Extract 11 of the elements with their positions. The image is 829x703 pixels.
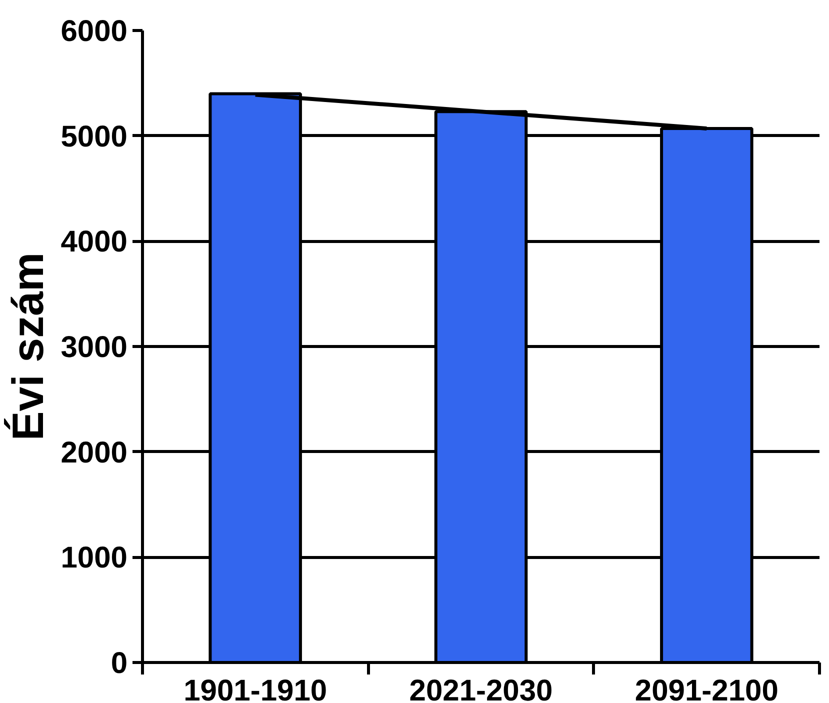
x-tick-label: 1901-1910: [184, 674, 328, 703]
y-tick-label: 2000: [60, 436, 128, 470]
y-tick-label: 4000: [60, 226, 128, 259]
y-axis-title: Évi szám: [4, 252, 53, 441]
y-tick-label: 1000: [60, 542, 128, 575]
y-tick-label: 5000: [60, 120, 128, 154]
x-tick-label: 2021-2030: [409, 674, 553, 703]
y-tick-label: 0: [110, 647, 128, 680]
x-tick-label: 2091-2100: [634, 674, 778, 703]
y-tick-label: 6000: [60, 15, 128, 48]
y-tick-label: 3000: [60, 331, 128, 364]
